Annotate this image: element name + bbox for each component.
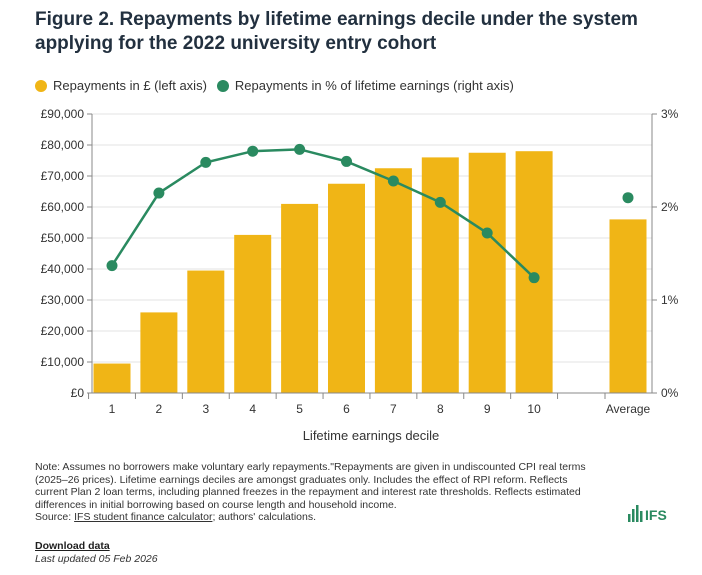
y-tick-label: £60,000 <box>41 200 85 214</box>
x-tick-label: 9 <box>484 402 491 416</box>
y-tick-label: £10,000 <box>41 355 85 369</box>
y2-tick-label: 2% <box>661 200 679 214</box>
bar <box>234 234 272 393</box>
ifs-logo: IFS <box>628 505 667 522</box>
line-point <box>294 143 306 155</box>
legend-item-bars: Repayments in £ (left axis) <box>35 78 207 93</box>
line-path <box>110 148 535 279</box>
legend-swatch-line <box>216 79 229 92</box>
x-tick-label: 6 <box>343 402 350 416</box>
logo-text: IFS <box>645 507 667 522</box>
y-tick-label: £80,000 <box>41 138 85 152</box>
bar <box>421 157 459 393</box>
last-updated: Last updated 05 Feb 2026 <box>35 553 158 565</box>
x-tick-label: 3 <box>202 402 209 416</box>
y-tick-label: £20,000 <box>41 324 85 338</box>
y-tick-label: £40,000 <box>41 262 85 276</box>
y-tick-label: £0 <box>71 386 85 400</box>
source-line: Source: IFS student finance calculator; … <box>35 511 595 524</box>
chart: £0 £10,000 £20,000 £30,000 £40,000 £50,000 £60… <box>41 107 679 443</box>
source-suffix: ; authors' calculations. <box>212 511 316 523</box>
chart-title: Figure 2. Repayments by lifetime earning… <box>35 9 638 54</box>
line-point <box>387 175 399 187</box>
x-tick-label: 4 <box>249 402 256 416</box>
x-tick-label: 1 <box>109 402 116 416</box>
note-text: Note: Assumes no borrowers make voluntar… <box>35 461 586 511</box>
legend-label-line: Repayments in % of lifetime earnings (ri… <box>234 78 514 93</box>
logo-bar-1 <box>628 514 631 522</box>
bar <box>187 270 225 393</box>
line-point <box>341 155 352 167</box>
line-point <box>434 196 446 208</box>
logo-bar-2 <box>632 509 635 522</box>
line-point <box>622 192 634 204</box>
bar <box>609 219 647 393</box>
y2-tick-label: 1% <box>661 293 679 307</box>
line-point <box>481 227 493 239</box>
axes: £0 £10,000 £20,000 £30,000 £40,000 £50,000 £60… <box>41 107 679 416</box>
x-tick-label: 2 <box>156 402 163 416</box>
x-tick-label: 5 <box>296 402 303 416</box>
y2-tick-label: 3% <box>661 107 679 121</box>
y-tick-label: £90,000 <box>41 107 85 121</box>
logo-bar-3 <box>636 505 639 522</box>
bar <box>140 312 178 393</box>
x-tick-label: Average <box>606 402 651 416</box>
bar <box>374 168 412 393</box>
bar <box>281 203 319 393</box>
line-point <box>153 187 165 199</box>
bars <box>93 151 647 393</box>
legend-item-line: Repayments in % of lifetime earnings (ri… <box>216 78 514 93</box>
legend-swatch-bars <box>35 79 47 92</box>
y-tick-label: £30,000 <box>41 293 85 307</box>
logo-bar-4 <box>640 511 643 522</box>
bar <box>468 152 506 393</box>
line-point <box>106 260 118 272</box>
line-point <box>528 272 540 284</box>
x-tick-label: 7 <box>390 402 397 416</box>
note-block: Note: Assumes no borrowers make voluntar… <box>35 461 595 524</box>
bar <box>93 363 131 393</box>
x-tick-label: 8 <box>437 402 444 416</box>
line-series <box>106 143 634 284</box>
legend-label-bars: Repayments in £ (left axis) <box>53 78 207 93</box>
bar <box>328 183 365 393</box>
x-tick-label: 10 <box>527 402 541 416</box>
y2-tick-label: 0% <box>661 386 679 400</box>
y-tick-label: £50,000 <box>41 231 85 245</box>
y-tick-label: £70,000 <box>41 169 85 183</box>
download-data-link[interactable]: Download data <box>35 540 110 552</box>
bar <box>515 151 553 393</box>
source-prefix: Source: <box>35 511 75 523</box>
source-link[interactable]: IFS student finance calculator <box>74 511 213 523</box>
line-point <box>200 156 212 168</box>
legend: Repayments in £ (left axis) Repayments i… <box>35 78 524 93</box>
line-point <box>247 145 259 157</box>
grid <box>92 113 652 363</box>
x-axis-title: Lifetime earnings decile <box>303 428 440 443</box>
